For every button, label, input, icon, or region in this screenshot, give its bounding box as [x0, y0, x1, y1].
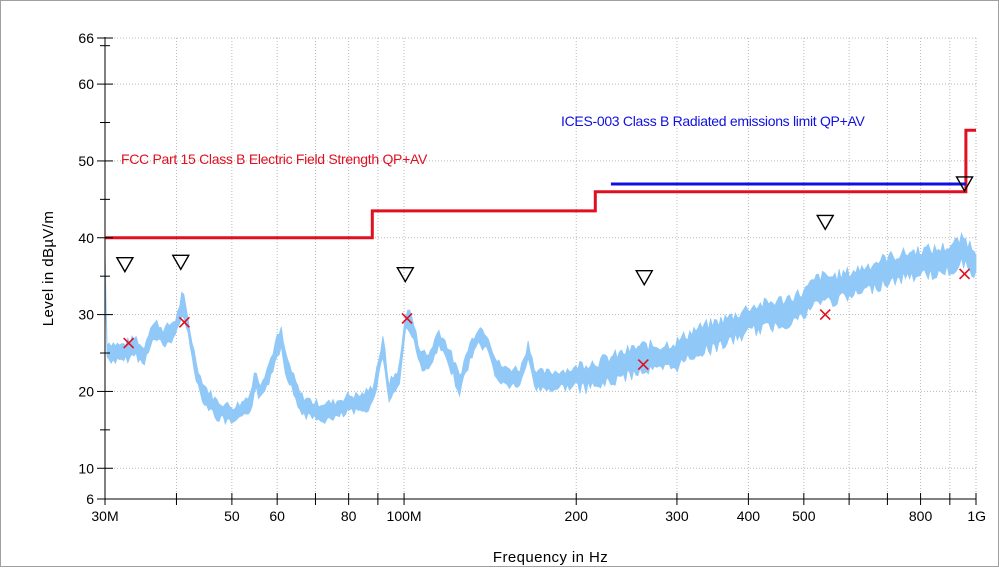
- x-tick-label: 30M: [91, 508, 118, 524]
- peak-triangle-marker: [171, 254, 190, 271]
- quasi-peak-marker: [958, 268, 971, 280]
- x-tick-label: 1G: [967, 508, 986, 524]
- peak-triangle-marker: [396, 266, 415, 284]
- axes: [97, 37, 977, 505]
- quasi-peak-marker: [819, 309, 831, 321]
- quasi-peak-marker: [178, 316, 190, 328]
- y-tick-label: 40: [78, 230, 94, 246]
- peak-triangle-marker: [635, 270, 654, 287]
- fcc-limit-label: FCC Part 15 Class B Electric Field Stren…: [121, 151, 428, 167]
- y-axis-title: Level in dBµV/m: [40, 211, 57, 327]
- measurement-trace-band: [104, 231, 977, 426]
- peak-triangle-marker: [816, 214, 835, 231]
- grid-lines: [105, 37, 977, 499]
- x-tick-label: 80: [341, 508, 357, 524]
- fcc-limit-line: [105, 128, 976, 240]
- y-tick-label: 30: [78, 307, 94, 323]
- y-tick-label: 20: [78, 383, 94, 399]
- quasi-peak-marker: [401, 312, 413, 325]
- y-tick-label: 6: [86, 491, 94, 507]
- x-tick-label: 200: [565, 508, 589, 524]
- x-tick-label: 800: [909, 508, 933, 524]
- peak-triangle-marker: [115, 256, 135, 274]
- y-tick-label: 50: [78, 153, 94, 169]
- x-tick-label: 100M: [387, 508, 422, 524]
- quasi-peak-marker: [637, 358, 649, 371]
- measurement-trace: [104, 231, 977, 426]
- x-axis-title: Frequency in Hz: [493, 549, 608, 566]
- y-tick-label: 66: [78, 30, 94, 46]
- peak-triangle-marker: [955, 176, 974, 193]
- x-tick-label: 500: [792, 508, 816, 524]
- axis-labels: FCC Part 15 Class B Electric Field Stren…: [40, 30, 986, 566]
- quasi-peak-marker: [123, 337, 135, 349]
- y-tick-label: 10: [78, 460, 94, 476]
- data-markers: [115, 176, 974, 371]
- x-tick-label: 60: [269, 508, 285, 524]
- x-tick-label: 50: [224, 508, 240, 524]
- ices-limit-label: ICES-003 Class B Radiated emissions limi…: [561, 113, 865, 129]
- limit-lines: [105, 128, 976, 240]
- x-tick-label: 400: [737, 508, 761, 524]
- x-tick-label: 300: [665, 508, 689, 524]
- y-tick-label: 60: [78, 76, 94, 92]
